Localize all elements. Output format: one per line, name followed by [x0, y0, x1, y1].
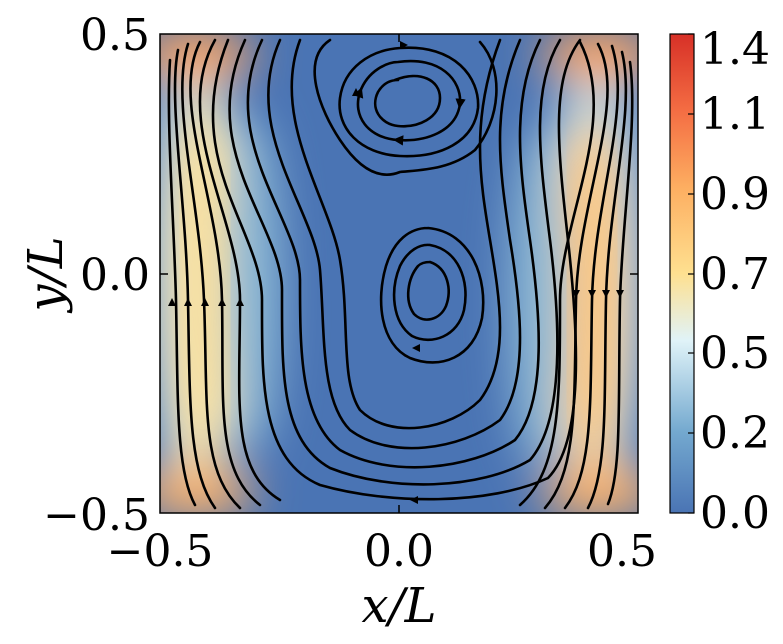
- colorbar: 0.0 0.2 0.5 0.7 0.9 1.1 1.4: [669, 24, 770, 539]
- arrow: [412, 344, 420, 352]
- colorbar-tick-label: 0.7: [700, 249, 770, 300]
- streamline: [392, 243, 467, 342]
- heat-left-edge: [187, 120, 223, 440]
- streamline: [313, 38, 498, 176]
- y-tick-label: 0.5: [80, 10, 150, 61]
- x-tick-label: −0.5: [107, 526, 214, 577]
- x-axis-label: x/L: [361, 578, 436, 634]
- heat-top-right: [540, 34, 638, 83]
- x-tick-label: 0.5: [587, 526, 657, 577]
- streamline: [338, 46, 480, 158]
- arrow: [602, 290, 610, 298]
- streamline-arrows: [168, 41, 624, 504]
- streamline: [543, 42, 609, 510]
- streamline: [518, 40, 596, 507]
- arrow: [184, 298, 192, 306]
- y-axis-label: y/L: [18, 236, 74, 313]
- arrow: [572, 290, 580, 298]
- streamline: [267, 38, 522, 450]
- x-tick-label: 0.0: [364, 526, 434, 577]
- x-tick-labels: −0.5 0.0 0.5: [107, 526, 657, 577]
- streamline: [181, 42, 242, 510]
- colorbar-tick-label: 1.4: [700, 24, 770, 75]
- colorbar-tick-label: 0.0: [700, 488, 770, 539]
- arrow: [410, 496, 418, 504]
- arrow: [400, 41, 408, 49]
- colorbar-tick-label: 0.9: [700, 169, 770, 220]
- heat-bottom-left: [160, 464, 255, 513]
- arrow: [201, 298, 209, 306]
- streamline: [228, 38, 562, 486]
- heat-mid-left: [220, 115, 280, 455]
- arrow: [588, 290, 596, 298]
- arrow: [352, 88, 360, 96]
- colorbar-tick-label: 1.1: [700, 89, 770, 140]
- colorbar-ticks: [688, 33, 694, 514]
- colorbar-tick-label: 0.2: [700, 408, 770, 459]
- arrow: [168, 298, 176, 306]
- arrow: [218, 298, 226, 306]
- streamline: [290, 38, 502, 430]
- colorbar-tick-label: 0.5: [700, 328, 770, 379]
- streamline: [167, 58, 197, 507]
- streamline: [586, 50, 628, 510]
- streamline: [606, 60, 634, 506]
- y-tick-labels: 0.5 0.0 −0.5: [43, 10, 150, 541]
- streamlines: [167, 38, 634, 510]
- arrow: [616, 290, 624, 298]
- streamline: [406, 260, 450, 321]
- streamline: [563, 44, 620, 510]
- heat-bottom-right: [540, 464, 638, 513]
- y-tick-label: 0.0: [80, 250, 150, 301]
- streamline: [353, 59, 466, 146]
- streamline: [246, 38, 542, 469]
- arrow: [236, 298, 244, 306]
- y-tick-label: −0.5: [43, 490, 150, 541]
- streamline: [379, 226, 485, 364]
